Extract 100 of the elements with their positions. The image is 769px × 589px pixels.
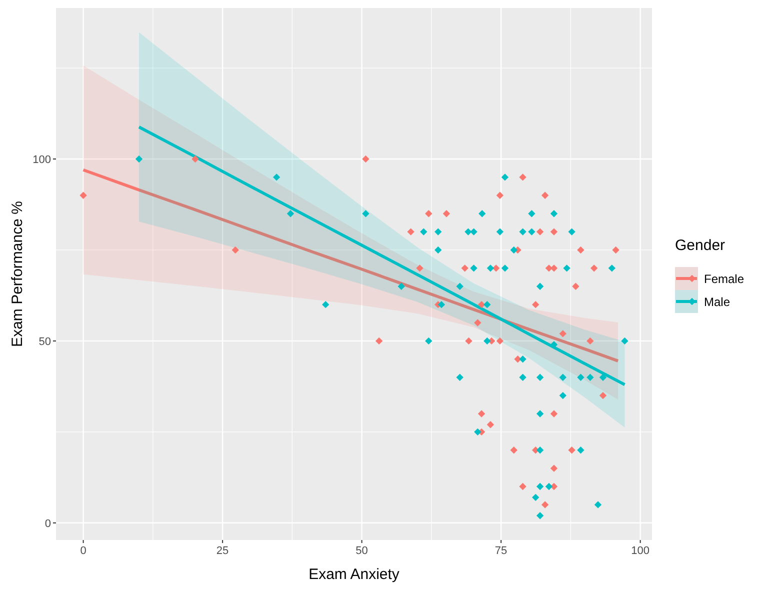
- point: [398, 282, 405, 290]
- legend-label: Male: [704, 295, 730, 309]
- point: [510, 446, 518, 454]
- point: [420, 228, 428, 236]
- point: [362, 155, 370, 163]
- x-tick-label: 0: [80, 545, 86, 557]
- x-tick-label: 100: [631, 545, 650, 557]
- point: [545, 482, 553, 490]
- point: [474, 319, 482, 326]
- point: [563, 264, 570, 272]
- point: [375, 337, 383, 345]
- point: [486, 264, 494, 272]
- point: [536, 228, 544, 236]
- point: [407, 228, 414, 236]
- point: [586, 337, 594, 345]
- x-tick-label: 50: [356, 545, 368, 557]
- point: [528, 228, 536, 236]
- point: [438, 300, 446, 308]
- point: [272, 174, 280, 181]
- point: [135, 155, 143, 163]
- legend-label: Female: [704, 272, 744, 286]
- point: [470, 228, 478, 236]
- point: [322, 300, 330, 308]
- point: [559, 330, 566, 338]
- point: [496, 337, 504, 345]
- point: [532, 494, 540, 502]
- legend-title: Gender: [675, 237, 726, 254]
- point: [478, 210, 486, 218]
- point: [559, 392, 566, 400]
- point: [536, 410, 544, 418]
- x-tick-label: 25: [216, 545, 229, 557]
- point: [442, 210, 450, 218]
- point: [536, 512, 544, 520]
- point: [486, 421, 494, 428]
- point: [434, 246, 442, 254]
- point: [519, 374, 526, 381]
- point: [550, 464, 558, 472]
- point: [80, 192, 87, 199]
- point: [456, 282, 464, 290]
- point: [470, 264, 478, 272]
- point: [465, 337, 472, 345]
- point: [416, 264, 424, 272]
- point: [599, 374, 607, 381]
- line-series: [82, 168, 620, 362]
- y-tick-label: 50: [38, 336, 51, 348]
- point: [550, 210, 558, 218]
- point: [425, 210, 432, 218]
- point: [550, 410, 558, 418]
- point: [496, 192, 504, 199]
- point: [536, 446, 544, 454]
- point: [528, 210, 536, 218]
- point: [519, 174, 526, 181]
- point: [519, 228, 526, 236]
- point: [510, 246, 518, 254]
- point: [461, 264, 468, 272]
- point: [541, 501, 549, 508]
- point: [425, 337, 432, 345]
- point: [536, 282, 544, 290]
- point: [550, 228, 558, 236]
- point: [484, 337, 491, 345]
- point: [599, 392, 607, 400]
- point: [456, 374, 464, 381]
- point: [536, 482, 544, 490]
- point: [536, 374, 544, 381]
- point: [474, 428, 482, 436]
- point: [594, 501, 602, 508]
- point: [568, 228, 576, 236]
- point: [478, 300, 486, 308]
- point: [572, 282, 580, 290]
- point: [541, 192, 549, 199]
- point: [192, 155, 199, 163]
- point: [612, 246, 620, 254]
- point: [464, 228, 472, 236]
- point: [590, 264, 598, 272]
- y-tick-label: 100: [32, 154, 51, 166]
- point: [532, 300, 540, 308]
- point: [484, 300, 491, 308]
- point: [501, 264, 509, 272]
- point: [496, 228, 504, 236]
- point: [519, 482, 526, 490]
- point: [586, 374, 594, 381]
- point: [232, 246, 239, 254]
- point: [559, 374, 566, 381]
- point: [286, 210, 294, 218]
- point: [501, 174, 509, 181]
- point: [577, 446, 584, 454]
- y-tick-label: 0: [44, 518, 51, 530]
- point: [434, 228, 442, 236]
- line-series: [137, 125, 626, 386]
- x-tick-label: 75: [494, 545, 508, 557]
- point: [568, 446, 576, 454]
- point: [577, 374, 584, 381]
- point: [621, 337, 628, 345]
- point: [478, 410, 486, 418]
- x-axis-title: Exam Anxiety: [308, 566, 400, 583]
- point: [577, 246, 584, 254]
- point: [362, 210, 370, 218]
- point: [608, 264, 616, 272]
- y-axis-title: Exam Performance %: [9, 201, 26, 347]
- point: [519, 356, 526, 363]
